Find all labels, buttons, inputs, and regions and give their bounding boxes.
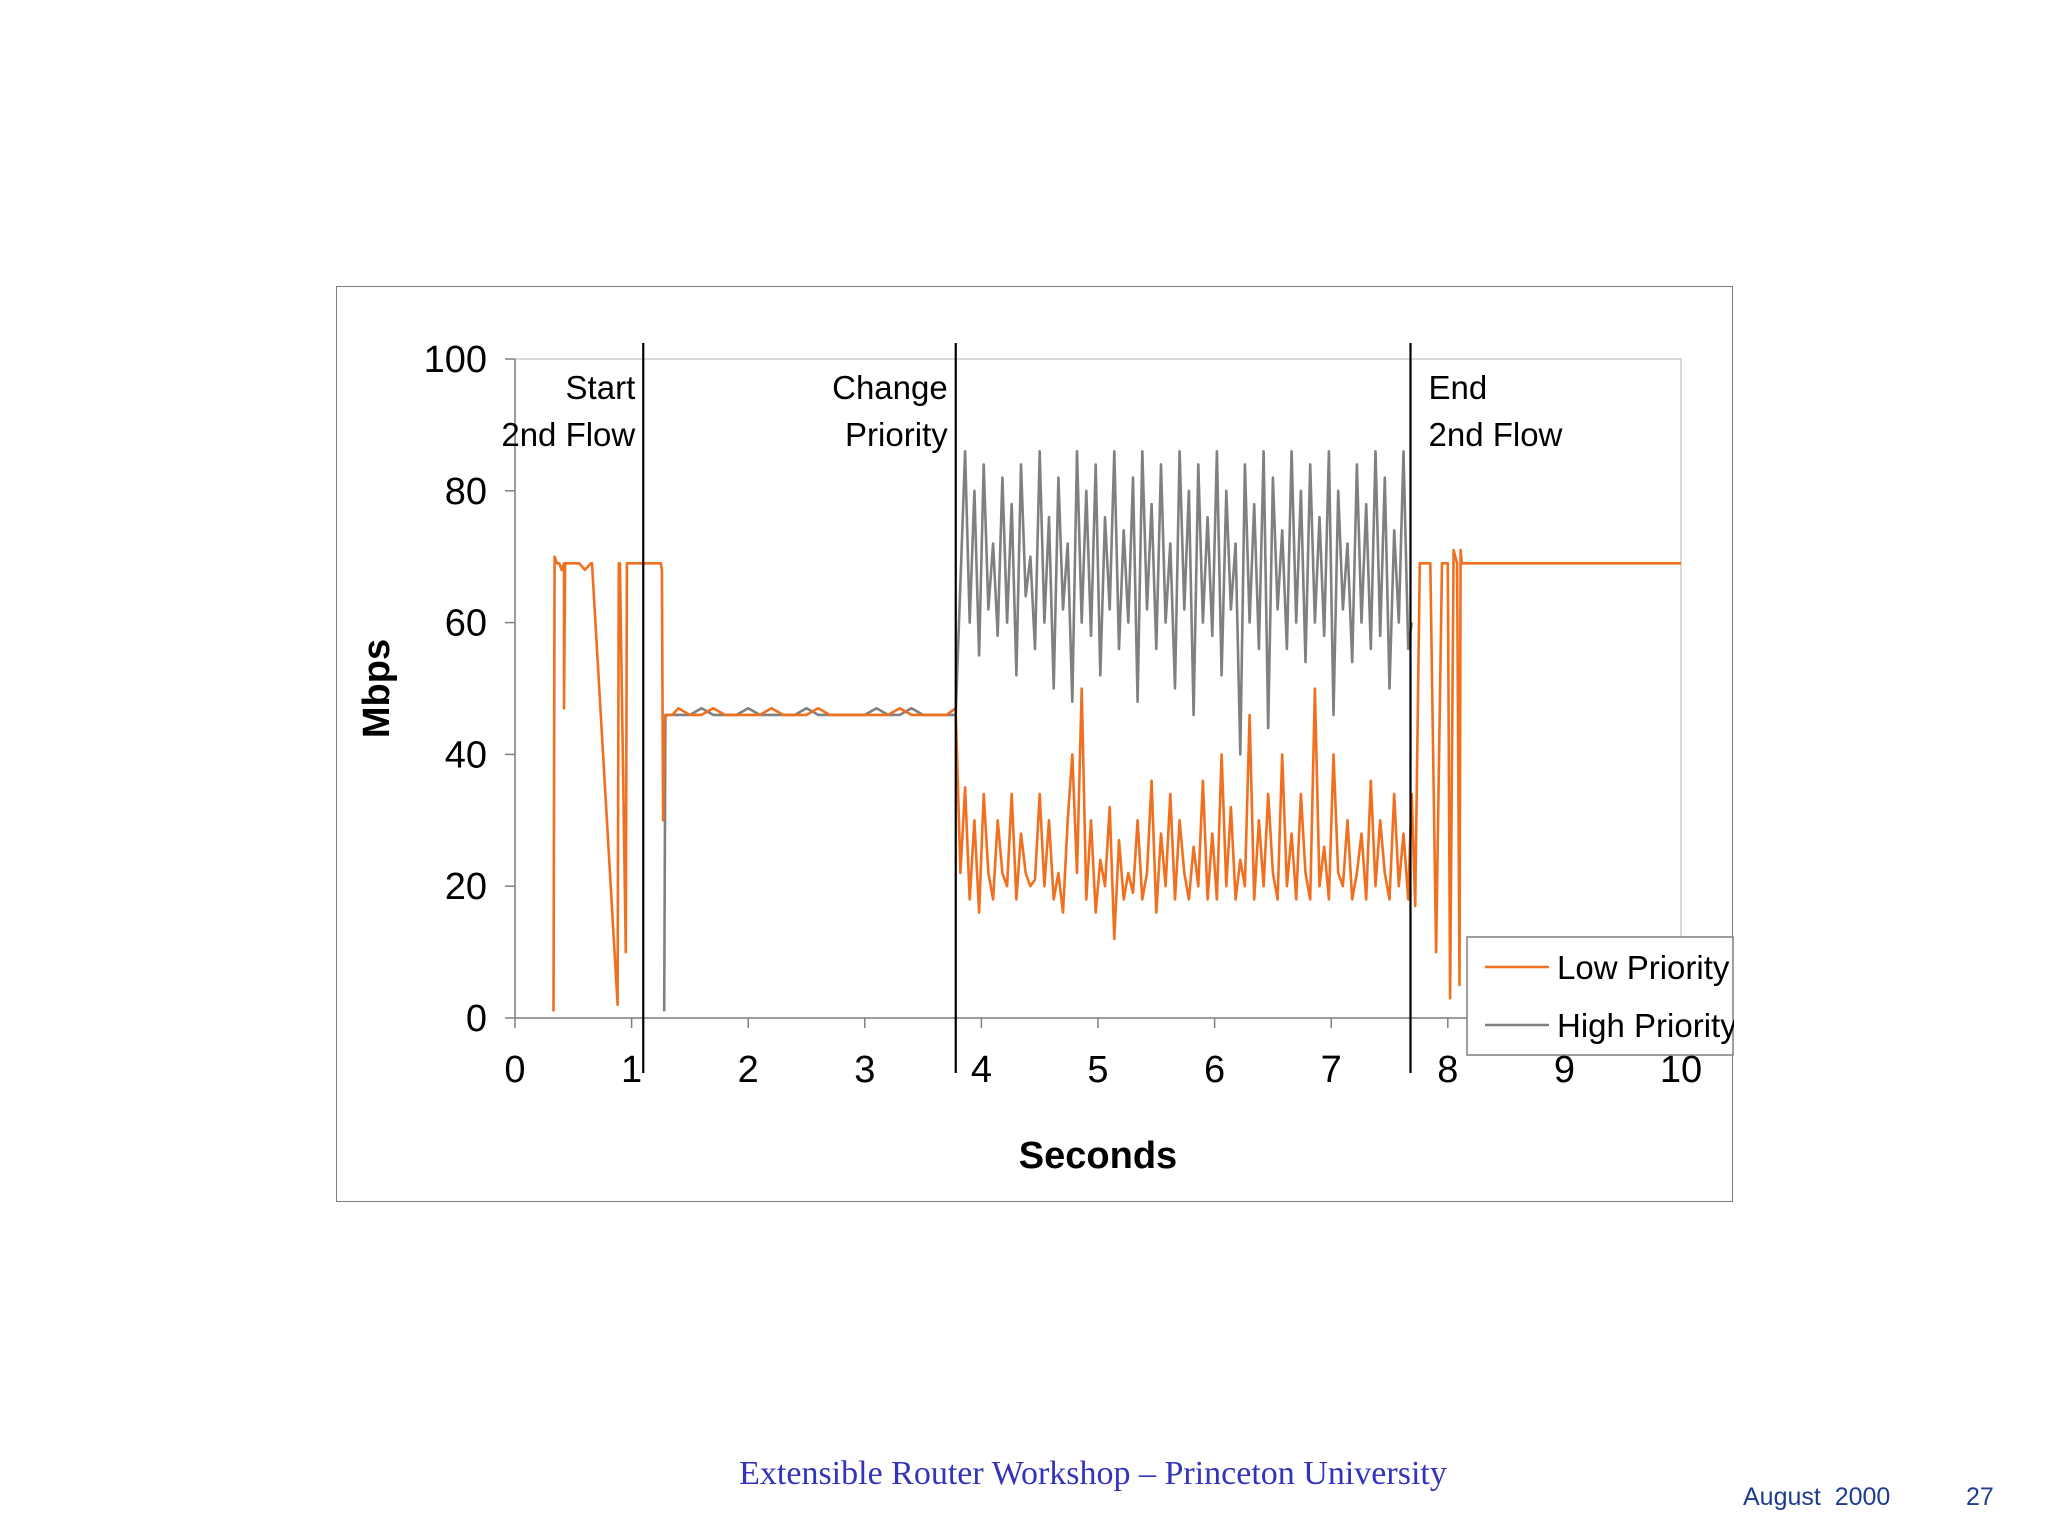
y-axis-label: Mbps	[356, 639, 398, 738]
x-tick-label: 9	[1554, 1049, 1575, 1091]
x-tick-label: 6	[1204, 1049, 1225, 1091]
y-tick-label: 100	[424, 339, 487, 381]
footer-date: August 2000	[1743, 1483, 1891, 1511]
y-tick-label: 40	[445, 734, 487, 776]
legend-box	[1466, 936, 1734, 1056]
legend-entry: Low Priority	[1557, 949, 1730, 986]
y-tick-label: 20	[445, 866, 487, 908]
event-annotation-line2: 2nd Flow	[1428, 416, 1562, 453]
footer-title: Extensible Router Workshop – Princeton U…	[739, 1455, 1447, 1492]
x-tick-label: 10	[1660, 1049, 1702, 1091]
event-annotation-line1: Change	[832, 369, 948, 406]
series-low-priority-line	[552, 548, 1681, 1012]
event-annotation-line2: 2nd Flow	[501, 416, 635, 453]
x-axis-label: Seconds	[1019, 1135, 1177, 1177]
x-tick-label: 8	[1437, 1049, 1458, 1091]
legend-entry: High Priority	[1557, 1007, 1734, 1044]
page-number: 27	[1966, 1483, 1994, 1511]
series-high-priority-line	[662, 450, 1413, 1012]
x-tick-label: 2	[738, 1049, 759, 1091]
x-tick-label: 4	[971, 1049, 992, 1091]
chart-frame: 0 20 40 60 80 100 0 1 2 3 4 5 6 7 8 9 10 Start 2nd Flow Ch…	[336, 286, 1734, 1202]
line-chart: 0 20 40 60 80 100 0 1 2 3 4 5 6 7 8 9 10 Start 2nd Flow Ch…	[356, 339, 1734, 1177]
x-tick-label: 7	[1321, 1049, 1342, 1091]
x-tick-label: 5	[1087, 1049, 1108, 1091]
x-tick-label: 3	[854, 1049, 875, 1091]
x-tick-label: 0	[504, 1049, 525, 1091]
event-annotation-line1: Start	[566, 369, 636, 406]
event-annotation-line1: End	[1428, 369, 1487, 406]
plot-area	[514, 358, 1682, 1019]
y-tick-label: 60	[445, 603, 487, 645]
x-tick-label: 1	[621, 1049, 642, 1091]
y-tick-label: 80	[445, 471, 487, 513]
y-tick-label: 0	[466, 998, 487, 1040]
event-annotation-line2: Priority	[845, 416, 948, 453]
